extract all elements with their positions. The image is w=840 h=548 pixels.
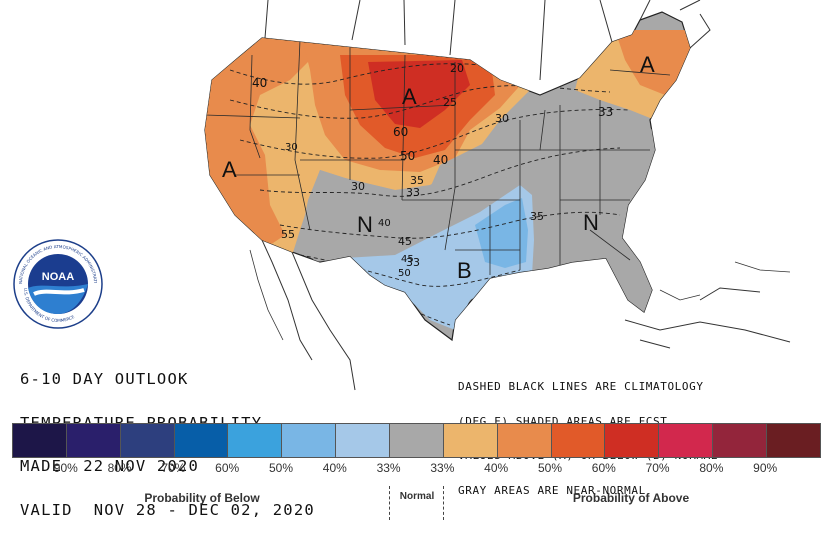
contour-label: 40 (252, 76, 267, 90)
outlook-map-figure: A A A N N B 20 25 30 33 35 40 40 45 50 5… (0, 0, 840, 520)
contour-label: 45 (398, 235, 412, 248)
legend-color-cell (605, 424, 660, 457)
legend-tick-label: 40% (484, 461, 509, 475)
contour-label: 40 (378, 218, 391, 229)
region-label-b-south: B (457, 258, 472, 283)
contour-label: 50 (400, 149, 415, 163)
legend-tick-label: 70% (161, 461, 186, 475)
region-label-n-southwest: N (357, 212, 373, 237)
legend-normal-divider-left (389, 486, 390, 520)
contour-label: 33 (598, 105, 613, 119)
above-60-70-region (368, 60, 470, 128)
below-40-50-region (475, 198, 528, 268)
region-label-a-north-central: A (402, 84, 417, 109)
legend-color-cell (767, 424, 820, 457)
above-40-50-region (205, 30, 310, 245)
notes-line: (DEG F) SHADED AREAS ARE FCST (458, 414, 668, 428)
legend-tick-label: 90% (753, 461, 778, 475)
contour-label: 30 (495, 112, 509, 125)
legend-tick-label: 70% (645, 461, 670, 475)
near-normal-southwest-region (300, 165, 520, 262)
contour-label: 25 (443, 96, 457, 109)
notes-line: GRAY AREAS ARE NEAR-NORMAL (458, 483, 646, 497)
contour-label: 35 (530, 210, 544, 223)
legend-above-label: Probability of Above (572, 491, 690, 505)
contour-label: 33 (406, 256, 420, 269)
region-label-n-southeast: N (583, 210, 599, 235)
contour-label: 20 (450, 62, 464, 75)
legend-color-cell (497, 424, 552, 457)
legend-tick-label: 33% (430, 461, 455, 475)
legend-color-cell (713, 424, 768, 457)
contour-value-labels: 20 25 30 33 35 40 40 45 50 55 60 30 30 3… (252, 62, 613, 279)
surrounding-land-outlines (261, 0, 791, 391)
legend-below-label: Probability of Below (144, 491, 260, 505)
legend-tick-label: 50% (537, 461, 563, 475)
region-label-a-northeast: A (640, 52, 655, 77)
legend-tick-label: 33% (376, 461, 401, 475)
legend-color-cell (659, 424, 714, 457)
legend-tick-label: 80% (699, 461, 724, 475)
legend-color-cell (390, 424, 444, 457)
legend-tick-labels: 90% 80% 70% 60% 50% 40% 33% 33% 40% 50% 60% 70% 80% 9… (0, 461, 840, 477)
legend-tick-label: 90% (53, 461, 78, 475)
legend-color-cell (66, 424, 121, 457)
contour-label: 33 (406, 186, 420, 199)
temperature-probability-map: A A A N N B 20 25 30 33 35 40 40 45 50 5… (204, 0, 791, 391)
legend-normal-label: Normal (399, 491, 435, 502)
probability-legend-bar (12, 423, 821, 458)
noaa-logo: NOAA NATIONAL OCEANIC AND ATMOSPHERIC AD… (12, 238, 103, 329)
caption-line-title: 6-10 DAY OUTLOOK (20, 370, 189, 388)
caption-line-valid: VALID NOV 28 - DEC 02, 2020 (20, 500, 315, 519)
legend-normal-divider-right (443, 486, 444, 520)
legend-color-cell (228, 424, 283, 457)
notes-line: DASHED BLACK LINES ARE CLIMATOLOGY (458, 380, 704, 393)
contour-label: 45 (401, 254, 414, 265)
contour-label: 30 (351, 180, 365, 193)
coastline-details (249, 249, 791, 341)
state-borders (205, 39, 671, 275)
contour-label: 40 (433, 153, 448, 167)
contour-label: 30 (285, 142, 298, 153)
legend-color-cell (13, 424, 67, 457)
legend-tick-label: 60% (215, 461, 240, 475)
legend-color-cell (551, 424, 606, 457)
region-letters: A A A N N B (222, 52, 655, 283)
legend-color-cell (443, 424, 498, 457)
noaa-logo-text: NOAA (42, 271, 74, 283)
legend-color-cell (174, 424, 229, 457)
region-label-a-west: A (222, 157, 237, 182)
legend-color-cell (120, 424, 175, 457)
contour-label: 35 (410, 174, 424, 187)
near-normal-east-region (440, 100, 690, 340)
legend-color-cell (336, 424, 391, 457)
contour-label: 55 (281, 228, 295, 241)
legend-tick-label: 80% (107, 461, 132, 475)
legend-tick-label: 50% (268, 461, 294, 475)
contour-label: 50 (398, 268, 411, 279)
legend-tick-label: 40% (322, 461, 347, 475)
caption-line-made: MADE 22 NOV 2020 (20, 457, 200, 475)
legend-color-cell (282, 424, 337, 457)
legend-tick-label: 60% (591, 461, 616, 475)
contour-label: 60 (393, 125, 408, 139)
